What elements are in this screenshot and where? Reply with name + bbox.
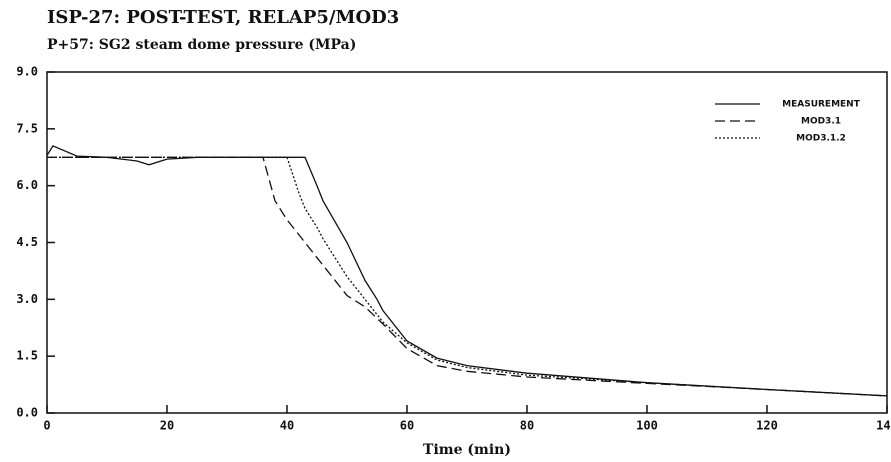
series-line bbox=[47, 156, 888, 397]
x-tick-label: 0 bbox=[43, 419, 50, 433]
legend-label: MOD3.1.2 bbox=[796, 134, 846, 144]
y-tick-label: 4.5 bbox=[16, 235, 38, 249]
x-tick-label: 20 bbox=[160, 419, 174, 433]
y-tick-label: 1.5 bbox=[16, 349, 38, 363]
x-tick-label: 60 bbox=[400, 419, 414, 433]
y-tick-label: 7.5 bbox=[16, 121, 38, 135]
chart-title: ISP-27: POST-TEST, RELAP5/MOD3 bbox=[47, 7, 399, 28]
series-line bbox=[46, 145, 888, 397]
series-line bbox=[47, 156, 888, 397]
x-tick-label: 80 bbox=[520, 419, 534, 433]
y-tick-label: 3.0 bbox=[16, 292, 38, 306]
plot-frame bbox=[46, 71, 888, 414]
y-tick-label: 9.0 bbox=[16, 65, 38, 79]
legend-label: MOD3.1 bbox=[801, 117, 841, 127]
legend-label: MEASUREMENT bbox=[782, 100, 861, 110]
y-tick-label: 0.0 bbox=[16, 406, 38, 420]
y-tick-label: 6.0 bbox=[16, 178, 38, 192]
x-tick-label: 120 bbox=[756, 419, 778, 433]
x-tick-label: 140 bbox=[876, 419, 891, 433]
x-axis-label: Time (min) bbox=[423, 442, 511, 458]
x-tick-label: 40 bbox=[280, 419, 294, 433]
chart-subtitle: P+57: SG2 steam dome pressure (MPa) bbox=[47, 37, 356, 53]
x-tick-label: 100 bbox=[636, 419, 658, 433]
